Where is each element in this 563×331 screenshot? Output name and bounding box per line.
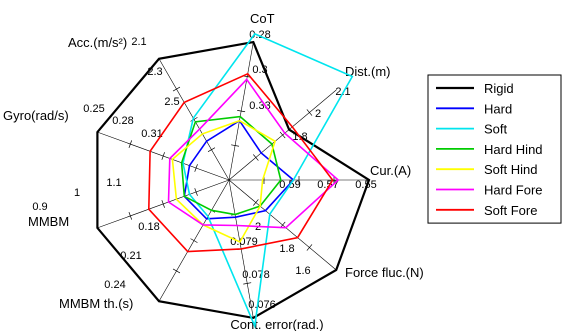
tick-label: 2.3	[147, 66, 162, 78]
axis-label-cot: CoT	[250, 11, 275, 26]
legend-label-hard-fore: Hard Fore	[484, 183, 543, 198]
axis-label-dist-m: Dist.(m)	[345, 64, 391, 79]
tick-mark	[128, 212, 133, 220]
axis-label-cont-error-rad: Cont. error(rad.)	[230, 317, 323, 331]
legend-label-soft-fore: Soft Fore	[484, 203, 537, 218]
tick-label: 0.33	[249, 100, 270, 112]
tick-mark	[252, 199, 259, 206]
legend-label-hard-hind: Hard Hind	[484, 142, 543, 157]
tick-label: 0.24	[104, 279, 125, 291]
axis-label-force-fluc-n: Force fluc.(N)	[345, 265, 424, 280]
tick-mark	[161, 200, 165, 208]
legend-label-hard: Hard	[484, 101, 512, 116]
tick-mark	[252, 154, 259, 161]
tick-mark	[190, 238, 198, 243]
tick-mark	[190, 117, 198, 122]
series-layer	[96, 32, 371, 330]
tick-mark	[231, 144, 240, 147]
series-hard-fore	[167, 78, 340, 229]
tick-label: 1.6	[295, 265, 310, 277]
axis-labels: CoT Dist.(m) Cur.(A) Force fluc.(N) Cont. er…	[3, 11, 424, 331]
tick-label: 0.079	[230, 236, 258, 248]
tick-label: 0.18	[138, 221, 159, 233]
tick-label: 0.21	[120, 250, 141, 262]
axis-label-cur-a: Cur.(A)	[370, 163, 411, 178]
legend: Rigid Hard Soft Hard Hind Soft Hind Hard Fore…	[427, 74, 562, 224]
tick-label: 0.25	[83, 103, 104, 115]
tick-mark	[207, 147, 216, 152]
tick-label: 1.8	[279, 243, 294, 255]
tick-label: 1.1	[106, 177, 121, 189]
tick-mark	[194, 164, 198, 172]
series-rigid	[96, 40, 371, 320]
tick-label: 0.55	[355, 179, 376, 191]
axis-label-acc-m-s: Acc.(m/s²)	[68, 35, 127, 50]
tick-mark	[243, 282, 252, 285]
legend-label-rigid: Rigid	[484, 81, 514, 96]
tick-mark	[306, 244, 313, 251]
tick-label: 2	[315, 108, 321, 120]
legend-label-soft-hind: Soft Hind	[484, 162, 537, 177]
tick-mark	[172, 268, 181, 274]
tick-label: 2.1	[131, 36, 146, 48]
tick-label: 0.31	[141, 128, 162, 140]
legend-label-soft: Soft	[484, 122, 508, 137]
axis-label-mmbm-th-s: MMBM th.(s)	[59, 296, 133, 311]
series-soft-fore	[147, 72, 334, 253]
tick-label: 0.28	[112, 115, 133, 127]
tick-mark	[237, 110, 246, 113]
series-hard-hind	[180, 115, 282, 216]
tick-label: 0.57	[317, 179, 338, 191]
axis-label-gyro-rad-s: Gyro(rad/s)	[3, 108, 69, 123]
tick-label: 0.076	[248, 299, 276, 311]
tick-mark	[161, 152, 165, 160]
tick-mark	[172, 86, 181, 92]
tick-mark	[128, 140, 133, 148]
tick-label: 1	[74, 187, 80, 199]
tick-mark	[279, 131, 286, 139]
tick-mark	[306, 109, 313, 116]
tick-label: 0.078	[242, 269, 270, 281]
tick-label: 0.9	[32, 201, 47, 213]
axis-label-mmbm: MMBM	[28, 214, 69, 229]
tick-label: 2.5	[164, 96, 179, 108]
series-soft-hind	[171, 119, 277, 244]
tick-mark	[194, 188, 198, 196]
